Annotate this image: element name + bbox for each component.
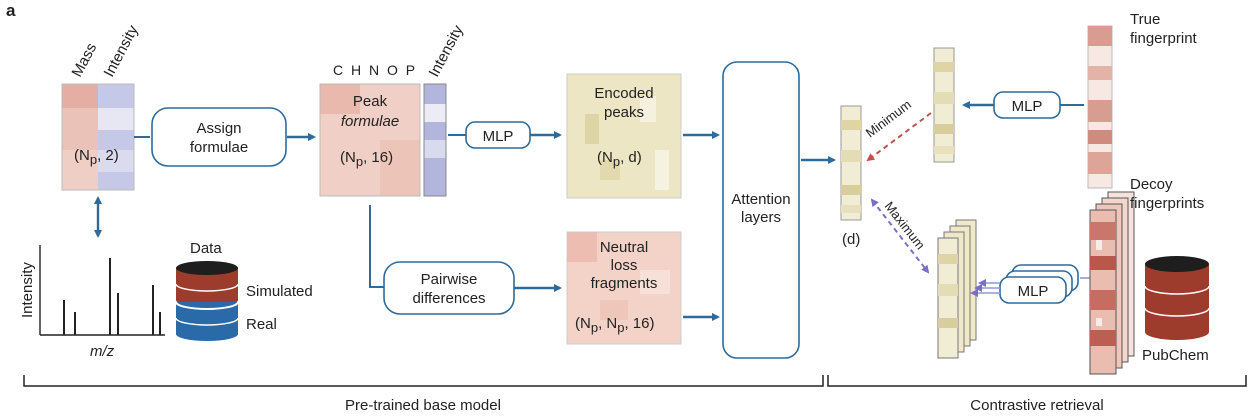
decoy-label-2: fingerprints <box>1130 195 1204 212</box>
chnop-header: C H N O P <box>333 62 417 78</box>
bracket-contrastive <box>827 375 1247 387</box>
svg-text:(Np, 2): (Np, 2) <box>74 147 119 167</box>
attention-label-2: layers <box>741 209 781 226</box>
pairwise-label-1: Pairwise <box>421 271 478 288</box>
data-legend-real: Real <box>246 316 277 333</box>
decoy-embedding-stack <box>937 219 977 359</box>
predicted-true-vector <box>933 47 955 163</box>
decoy-label-1: Decoy <box>1130 176 1173 193</box>
assign-label-1: Assign <box>196 120 241 137</box>
bracket-right-label: Contrastive retrieval <box>970 397 1103 414</box>
pairwise-label-2: differences <box>412 290 485 307</box>
minimum-arrow <box>866 112 932 162</box>
attention-label-1: Attention <box>731 191 790 208</box>
spectrum-y-label: Intensity <box>19 262 36 318</box>
bracket-left-label: Pre-trained base model <box>345 397 501 414</box>
neutral-loss-matrix: Neutral loss fragments (Np, Np, 16) <box>566 231 682 345</box>
peak-label-2: formulae <box>341 113 399 130</box>
maximum-arrow <box>870 198 930 274</box>
mass-header: Mass <box>69 40 101 80</box>
panel-label: a <box>6 1 16 20</box>
bracket-pretrained <box>23 375 824 387</box>
assign-formulae-box <box>151 107 287 167</box>
mlp-stack: MLP <box>970 264 1090 304</box>
neutral-label-3: fragments <box>591 275 658 292</box>
neutral-label-1: Neutral <box>600 239 648 256</box>
data-cylinder-icon <box>175 261 239 341</box>
peak-intensity-header: Intensity <box>426 22 467 80</box>
embedding-dim-label: (d) <box>842 231 860 248</box>
svg-text:(Np, Np, 16): (Np, Np, 16) <box>575 315 654 335</box>
encoded-peaks-matrix: Encoded peaks (Np, d) <box>566 73 682 199</box>
encoded-label-1: Encoded <box>594 85 653 102</box>
peak-formulae-matrix: Peak formulae (Np, 16) <box>319 83 447 197</box>
svg-text:(Np, d): (Np, d) <box>597 149 642 169</box>
attention-layers-box <box>722 61 800 359</box>
minimum-label: Minimum <box>863 97 914 141</box>
peak-label-1: Peak <box>353 93 388 110</box>
line-peaks-pairwise <box>369 205 384 288</box>
true-fp-label-2: fingerprint <box>1130 30 1198 47</box>
spectrum-x-label: m/z <box>90 343 115 360</box>
decoy-fingerprints-stack <box>1089 191 1135 375</box>
true-fp-label-1: True <box>1130 11 1160 28</box>
true-fingerprint-vector <box>1087 25 1113 189</box>
mlp-label-1: MLP <box>483 128 514 145</box>
input-dims: (N <box>74 147 90 164</box>
input-intensity-header: Intensity <box>101 22 142 80</box>
encoded-label-2: peaks <box>604 104 644 121</box>
data-legend-title: Data <box>190 240 222 257</box>
mlp-label-3: MLP <box>1018 283 1049 300</box>
maximum-label: Maximum <box>882 199 929 253</box>
mlp-label-2: MLP <box>1012 98 1043 115</box>
svg-text:(Np, 16): (Np, 16) <box>340 149 393 169</box>
neutral-label-2: loss <box>611 257 638 274</box>
data-legend-simulated: Simulated <box>246 283 313 300</box>
mass-spectrum <box>39 245 165 336</box>
embedding-vector <box>840 105 862 221</box>
pubchem-database-icon <box>1144 256 1210 340</box>
assign-label-2: formulae <box>190 139 248 156</box>
input-matrix: (Np, 2) <box>61 83 135 191</box>
pubchem-label: PubChem <box>1142 347 1209 364</box>
